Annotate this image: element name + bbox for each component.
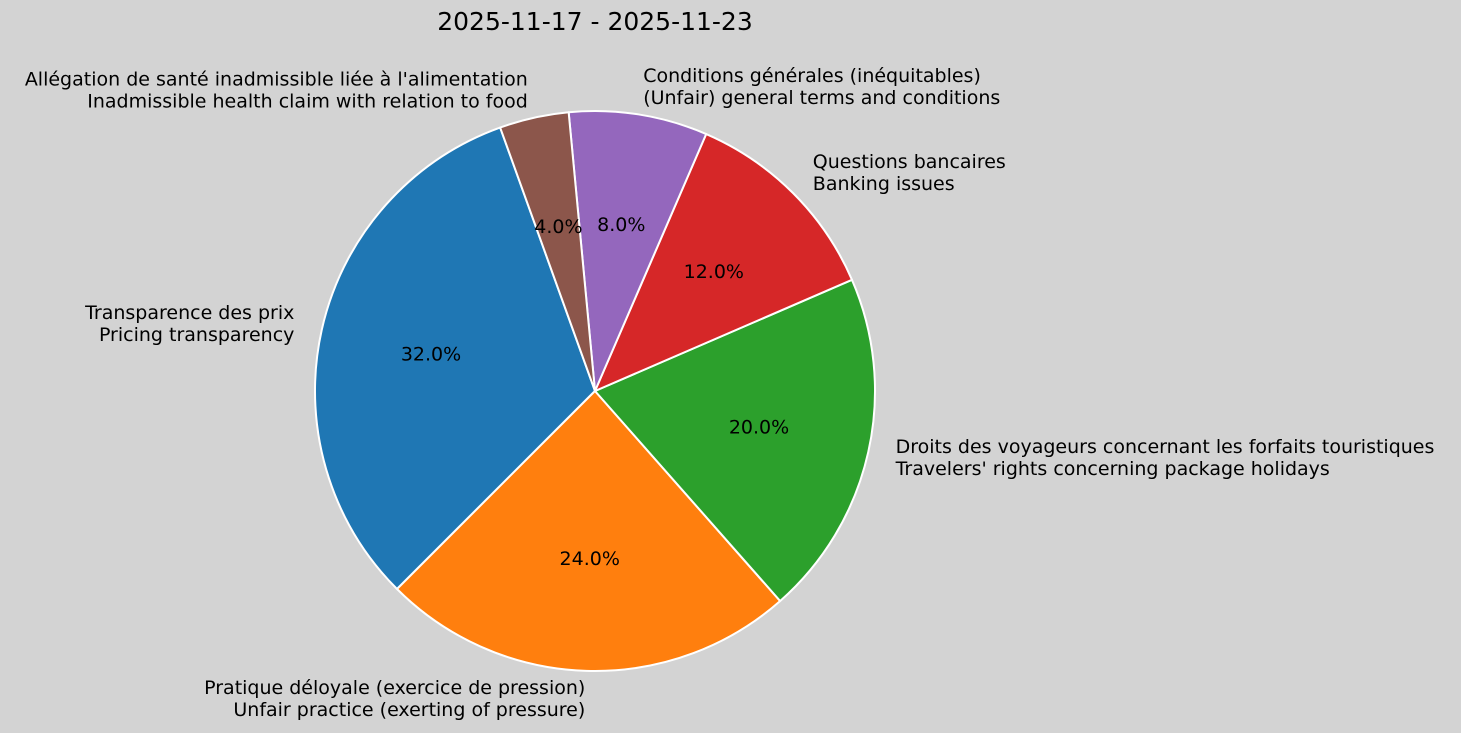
pie-pct-label-0: 32.0% <box>401 343 461 365</box>
chart-title: 2025-11-17 - 2025-11-23 <box>437 7 753 36</box>
pie-slice-label-5-line-0: Allégation de santé inadmissible liée à … <box>25 68 528 90</box>
pie-slice-label-0-line-0: Transparence des prix <box>84 302 294 324</box>
pie-slice-label-4-line-0: Conditions générales (inéquitables) <box>643 65 981 87</box>
pie-slice-2 <box>594 278 876 603</box>
pie-pct-label-4: 8.0% <box>597 214 645 236</box>
pie-slice-label-4-line-1: (Unfair) general terms and conditions <box>643 87 1000 109</box>
pie-slice-0 <box>313 126 596 590</box>
pie-slice-label-1-line-0: Pratique déloyale (exercice de pression) <box>204 677 585 699</box>
pie-slice-1 <box>396 390 782 672</box>
pie-slice-label-2-line-0: Droits des voyageurs concernant les forf… <box>896 436 1435 458</box>
pie-slice-label-0-line-1: Pricing transparency <box>99 324 294 346</box>
pie-slice-3 <box>594 133 853 392</box>
pie-pct-label-1: 24.0% <box>560 548 620 570</box>
pie-pct-label-2: 20.0% <box>729 417 789 439</box>
pie-slice-label-3-line-1: Banking issues <box>813 173 955 195</box>
pie-pct-label-5: 4.0% <box>534 216 582 238</box>
pie-slice-4 <box>567 109 708 392</box>
pie-slice-5 <box>499 111 596 392</box>
pie-pct-label-3: 12.0% <box>684 261 744 283</box>
pie-slice-label-5-line-1: Inadmissible health claim with relation … <box>87 90 528 112</box>
pie-slice-label-1-line-1: Unfair practice (exerting of pressure) <box>233 699 585 721</box>
pie-slice-label-2-line-1: Travelers' rights concerning package hol… <box>895 458 1330 480</box>
pie-slice-label-3-line-0: Questions bancaires <box>813 151 1006 173</box>
